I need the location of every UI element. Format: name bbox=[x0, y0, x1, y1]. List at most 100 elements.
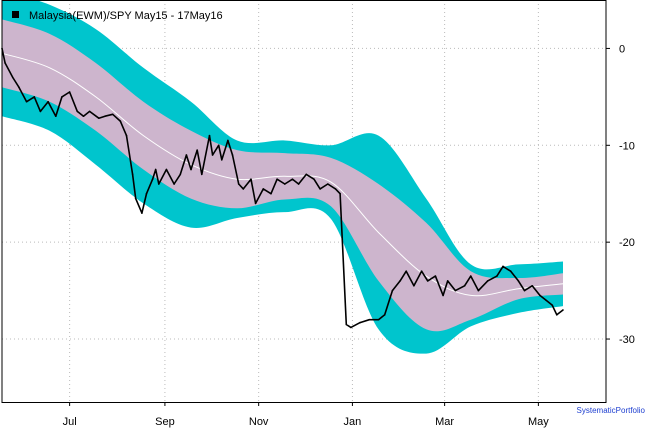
y-tick-label: 0 bbox=[619, 43, 625, 55]
x-axis: Jul Sep Nov Jan Mar May bbox=[63, 402, 549, 428]
price-point bbox=[227, 139, 229, 142]
price-point bbox=[68, 91, 71, 93]
price-point bbox=[173, 183, 175, 185]
y-axis: 0 -10 -20 -30 bbox=[606, 43, 635, 346]
price-point bbox=[502, 265, 504, 268]
price-point bbox=[250, 178, 252, 181]
price-point bbox=[18, 86, 20, 88]
price-point bbox=[313, 178, 315, 181]
price-point bbox=[231, 154, 234, 156]
price-point bbox=[220, 159, 223, 161]
inner-band bbox=[2, 19, 563, 332]
price-point bbox=[262, 188, 265, 190]
price-point bbox=[426, 280, 429, 282]
legend-label: Malaysia(EWM)/SPY May15 - 17May16 bbox=[29, 10, 223, 22]
price-point bbox=[276, 178, 278, 181]
price-point bbox=[350, 326, 352, 329]
x-tick-label: May bbox=[528, 416, 549, 428]
lines bbox=[1, 47, 564, 329]
price-point bbox=[185, 154, 188, 156]
legend-swatch bbox=[12, 11, 19, 18]
x-tick-label: Mar bbox=[435, 416, 454, 428]
x-tick-label: Jan bbox=[344, 416, 362, 428]
price-point bbox=[562, 309, 564, 311]
x-tick-label: Nov bbox=[249, 416, 269, 428]
price-point bbox=[399, 280, 401, 282]
price-point bbox=[368, 318, 371, 321]
price-point bbox=[151, 178, 154, 181]
price-point bbox=[327, 183, 329, 185]
x-tick-label: Sep bbox=[155, 416, 175, 428]
price-point bbox=[47, 100, 49, 103]
price-point bbox=[283, 183, 286, 185]
price-point bbox=[539, 294, 541, 297]
price-point bbox=[545, 299, 547, 302]
price-point bbox=[463, 284, 466, 287]
price-point bbox=[420, 270, 423, 273]
plot-frame bbox=[1, 0, 607, 403]
price-point bbox=[442, 294, 444, 297]
price-point bbox=[319, 188, 321, 190]
price-point bbox=[469, 275, 472, 277]
price-point bbox=[111, 113, 114, 116]
price-point bbox=[154, 168, 157, 171]
price-point bbox=[486, 280, 489, 282]
y-tick-label: -10 bbox=[619, 140, 635, 152]
price-point bbox=[217, 144, 220, 147]
price-point bbox=[551, 304, 554, 306]
price-point bbox=[54, 115, 57, 118]
price-point bbox=[98, 117, 100, 119]
price-point bbox=[4, 62, 6, 64]
price-point bbox=[196, 149, 198, 151]
price-point bbox=[211, 154, 214, 156]
price-point bbox=[556, 314, 558, 316]
price-point bbox=[454, 289, 457, 292]
price-point bbox=[33, 96, 36, 98]
price-point bbox=[305, 173, 308, 176]
price-point bbox=[190, 168, 192, 171]
x-tick-label: Jul bbox=[63, 416, 77, 428]
price-point bbox=[119, 120, 122, 122]
price-point bbox=[134, 197, 137, 200]
price-point bbox=[383, 314, 386, 316]
price-point bbox=[76, 110, 79, 113]
price-point bbox=[297, 183, 300, 185]
price-point bbox=[391, 289, 394, 292]
bands bbox=[2, 0, 563, 354]
price-point bbox=[477, 289, 480, 292]
price-point bbox=[237, 183, 240, 185]
price-point bbox=[446, 280, 449, 282]
price-point bbox=[523, 289, 526, 292]
price-point bbox=[359, 321, 361, 324]
legend: Malaysia(EWM)/SPY May15 - 17May16 bbox=[12, 10, 223, 22]
price-point bbox=[405, 270, 408, 273]
price-point bbox=[82, 115, 85, 118]
credit-label: SystematicPortfolio bbox=[577, 406, 646, 415]
price-point bbox=[377, 318, 380, 321]
price-point bbox=[11, 76, 14, 79]
price-point bbox=[165, 168, 168, 171]
price-point bbox=[145, 192, 148, 195]
price-point bbox=[61, 96, 63, 98]
mean-line bbox=[1, 52, 564, 297]
price-point bbox=[131, 173, 134, 176]
price-point bbox=[254, 202, 257, 205]
price-point bbox=[179, 173, 182, 176]
price-point bbox=[291, 178, 294, 181]
price-point bbox=[242, 188, 245, 190]
price-point bbox=[157, 183, 160, 185]
price-point bbox=[88, 110, 91, 113]
price-point bbox=[270, 192, 272, 195]
price-point bbox=[334, 188, 337, 190]
price-line bbox=[1, 48, 564, 329]
price-point bbox=[345, 323, 348, 326]
y-tick-label: -20 bbox=[619, 237, 635, 249]
price-point bbox=[39, 110, 42, 113]
price-point bbox=[434, 275, 437, 277]
price-point bbox=[517, 280, 520, 282]
price-point bbox=[141, 212, 143, 214]
price-point bbox=[339, 192, 341, 195]
price-point bbox=[104, 115, 106, 118]
price-point bbox=[208, 134, 211, 137]
